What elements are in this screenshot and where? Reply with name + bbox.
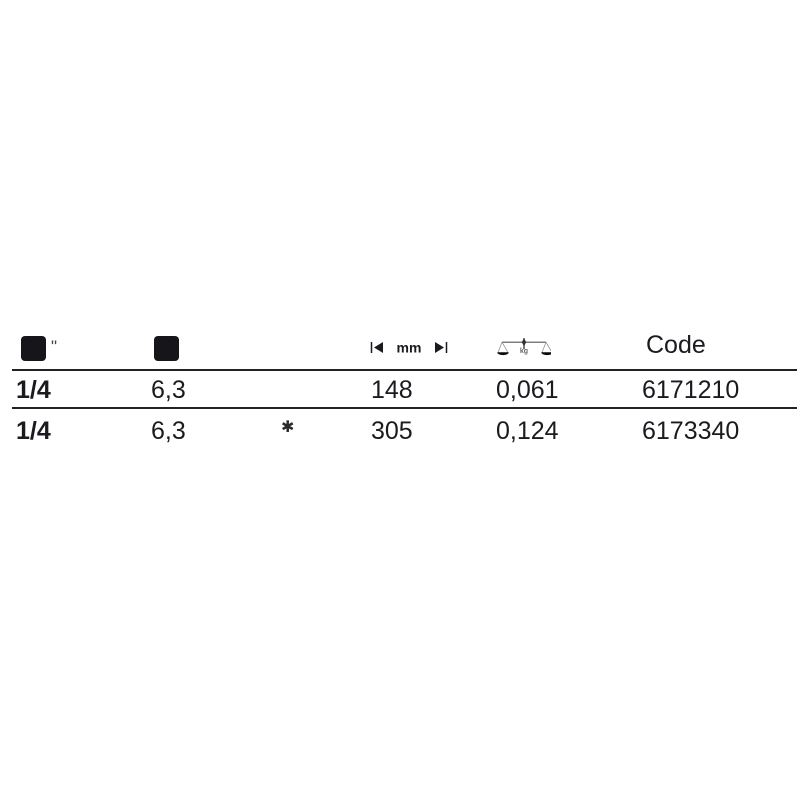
svg-text:kg: kg <box>520 348 528 355</box>
svg-text:mm: mm <box>397 340 422 355</box>
